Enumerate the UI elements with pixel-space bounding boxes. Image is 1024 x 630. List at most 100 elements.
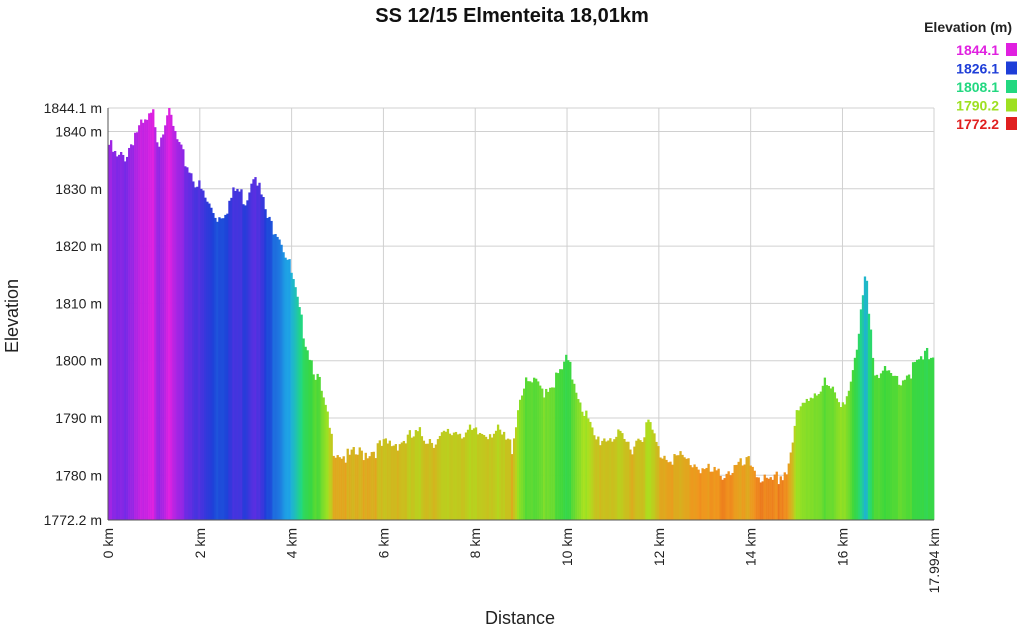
- elevation-bar: [372, 451, 375, 520]
- x-tick-label: 2 km: [192, 528, 208, 558]
- elevation-bar: [545, 388, 548, 520]
- elevation-bar: [825, 385, 829, 520]
- elevation-bar: [691, 467, 694, 520]
- legend-swatch: [1006, 98, 1017, 112]
- elevation-bar: [206, 201, 209, 520]
- elevation-bar: [605, 441, 608, 520]
- elevation-bar: [128, 147, 131, 520]
- elevation-bar: [258, 182, 261, 520]
- elevation-bar: [444, 431, 448, 520]
- x-tick-label: 4 km: [284, 528, 300, 558]
- elevation-bar: [358, 447, 361, 520]
- elevation-bar: [512, 438, 516, 520]
- elevation-bar: [412, 436, 416, 520]
- elevation-bar: [539, 385, 542, 520]
- elevation-bar: [416, 431, 420, 520]
- elevation-bar: [811, 398, 814, 520]
- elevation-bar: [414, 430, 418, 520]
- elevation-bar: [713, 466, 716, 520]
- legend-swatch: [1006, 117, 1017, 130]
- elevation-bar: [683, 457, 686, 520]
- y-tick-label: 1844.1 m: [44, 100, 102, 116]
- elevation-bar: [747, 456, 750, 520]
- elevation-bar: [835, 398, 839, 520]
- elevation-bar: [687, 458, 690, 520]
- elevation-bar: [789, 452, 792, 520]
- elevation-bar: [697, 469, 700, 520]
- elevation-bar: [494, 430, 498, 520]
- elevation-bar: [320, 390, 323, 520]
- elevation-bar: [148, 113, 151, 520]
- elevation-bar: [354, 454, 357, 520]
- elevation-bar: [460, 438, 464, 520]
- elevation-bar: [162, 134, 165, 520]
- elevation-bar: [348, 454, 351, 520]
- elevation-bar: [735, 464, 738, 520]
- elevation-bar: [661, 458, 664, 520]
- elevation-bar: [663, 455, 666, 520]
- elevation-bar: [839, 406, 843, 520]
- elevation-bar: [438, 435, 442, 520]
- elevation-bar: [142, 122, 145, 520]
- elevation-bar: [470, 429, 474, 520]
- elevation-bar: [214, 217, 217, 520]
- elevation-bar: [126, 156, 129, 520]
- elevation-bar: [781, 480, 784, 520]
- elevation-bar: [318, 376, 321, 520]
- elevation-bar: [224, 214, 227, 520]
- elevation-bar: [601, 440, 604, 520]
- elevation-bar: [603, 438, 606, 520]
- elevation-bar: [268, 216, 271, 520]
- elevation-bar: [699, 473, 702, 520]
- elevation-bar: [172, 125, 175, 521]
- legend-label: 1772.2: [956, 116, 999, 132]
- elevation-bar: [382, 439, 385, 520]
- elevation-bar: [805, 398, 808, 520]
- elevation-bar: [775, 471, 778, 520]
- elevation-bar: [637, 438, 640, 520]
- elevation-bar: [386, 443, 389, 520]
- elevation-bar: [901, 380, 905, 520]
- elevation-bar: [110, 140, 113, 520]
- elevation-bar: [915, 359, 919, 520]
- elevation-bar: [587, 418, 590, 520]
- elevation-bar: [719, 475, 722, 520]
- elevation-bar: [655, 441, 658, 520]
- elevation-bar: [769, 477, 772, 520]
- elevation-bar: [617, 429, 620, 520]
- elevation-bar: [404, 443, 408, 520]
- elevation-bar: [929, 357, 933, 520]
- elevation-bar: [737, 461, 740, 520]
- elevation-bar: [436, 439, 440, 520]
- elevation-bar: [549, 387, 552, 520]
- elevation-bar: [887, 370, 891, 520]
- elevation-bar: [276, 236, 279, 520]
- elevation-bar: [468, 424, 472, 520]
- elevation-bar: [657, 446, 660, 520]
- elevation-bar: [342, 456, 345, 520]
- elevation-bar: [765, 477, 768, 520]
- elevation-bar: [280, 244, 283, 520]
- elevation-bar: [553, 387, 556, 520]
- elevation-bar: [272, 234, 275, 521]
- elevation-bar: [771, 479, 774, 520]
- legend-label: 1844.1: [956, 42, 999, 58]
- elevation-bar: [208, 203, 211, 520]
- elevation-bar: [248, 192, 251, 520]
- elevation-bar: [695, 466, 698, 520]
- elevation-bar: [500, 434, 504, 520]
- elevation-bar: [599, 445, 602, 520]
- elevation-bar: [743, 464, 746, 520]
- elevation-bar: [202, 190, 205, 521]
- elevation-bar: [681, 454, 684, 520]
- elevation-bar: [238, 191, 241, 520]
- elevation-bar: [452, 432, 456, 520]
- elevation-bar: [751, 466, 754, 520]
- legend-title: Elevation (m): [924, 19, 1012, 35]
- legend-swatch: [1006, 80, 1017, 93]
- elevation-bar: [821, 385, 825, 520]
- elevation-bar: [314, 379, 317, 520]
- elevation-bar: [581, 411, 584, 520]
- elevation-bar: [286, 259, 289, 520]
- elevation-bar: [380, 445, 383, 520]
